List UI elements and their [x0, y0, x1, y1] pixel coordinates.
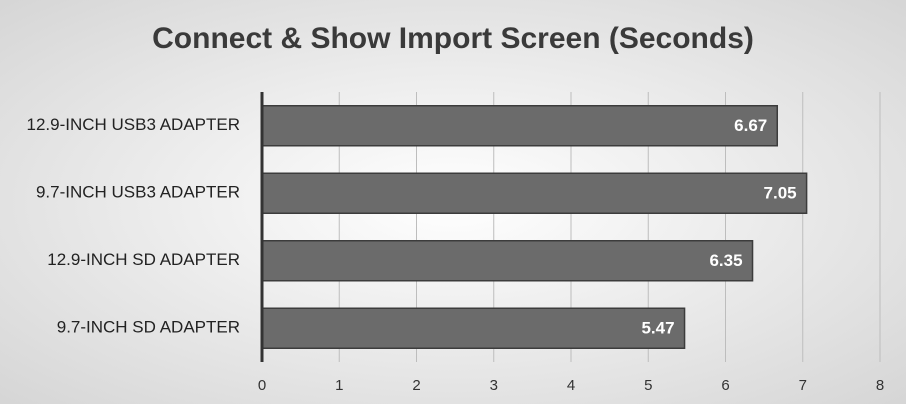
- x-tick-label: 3: [490, 377, 498, 394]
- bar: [261, 240, 754, 282]
- bar: [261, 307, 686, 349]
- value-label: 6.35: [709, 251, 742, 270]
- value-label: 6.67: [734, 116, 767, 135]
- value-label: 5.47: [641, 319, 674, 338]
- x-tick-label: 8: [876, 377, 884, 394]
- x-tick-label: 2: [412, 377, 420, 394]
- x-tick-label: 6: [721, 377, 729, 394]
- y-tick-label: 12.9-INCH USB3 ADAPTER: [26, 115, 240, 134]
- x-tick-label: 4: [567, 377, 575, 394]
- chart-title: Connect & Show Import Screen (Seconds): [152, 22, 754, 55]
- y-tick-label: 9.7-INCH USB3 ADAPTER: [36, 183, 240, 202]
- bar: [261, 172, 808, 214]
- x-tick-label: 7: [799, 377, 807, 394]
- value-label: 7.05: [764, 184, 797, 203]
- y-tick-label: 12.9-INCH SD ADAPTER: [47, 250, 240, 269]
- x-tick-label: 1: [335, 377, 343, 394]
- bar: [261, 105, 779, 147]
- y-tick-label: 9.7-INCH SD ADAPTER: [57, 318, 240, 337]
- x-tick-label: 5: [644, 377, 652, 394]
- x-tick-label: 0: [258, 377, 266, 394]
